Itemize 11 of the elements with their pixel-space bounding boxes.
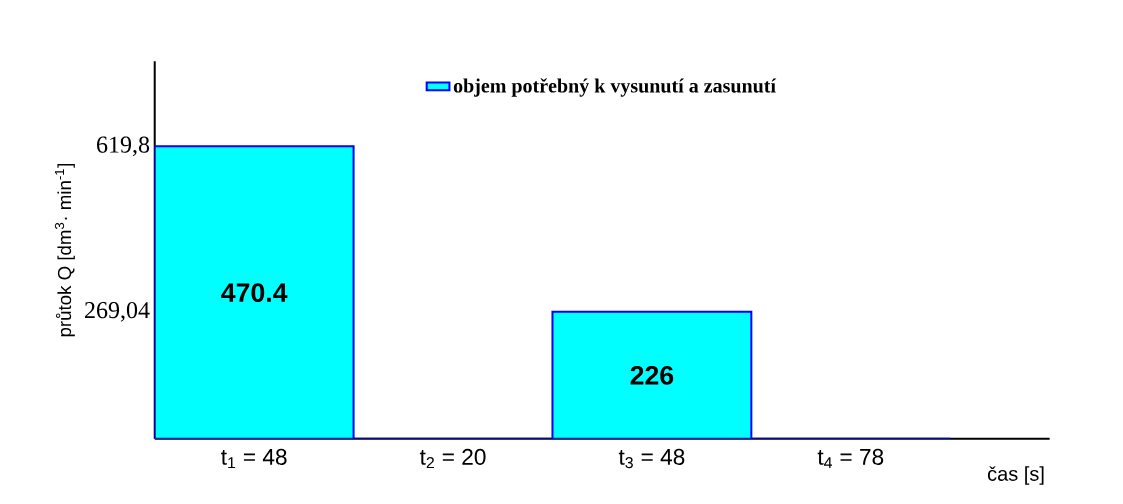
y-axis-title: průtok Q [dm$^{3}$· min$^{-1}$]	[54, 163, 75, 337]
legend-label: objem potřebný k vysunutí a zasunutí	[453, 78, 777, 97]
x-tick-label: t$_{2}$ = 20	[419, 448, 486, 469]
y-tick-label: 269,04	[85, 301, 150, 322]
annotation: 226	[630, 365, 674, 385]
y-tick-label: 619,8	[97, 136, 150, 157]
x-tick-label: t$_{3}$ = 48	[618, 448, 685, 469]
x-tick-label: t$_{1}$ = 48	[221, 448, 287, 469]
annotation: 470.4	[221, 283, 288, 302]
x-tick-label: t$_{4}$ = 78	[817, 448, 884, 469]
x-axis-title: čas [s]	[987, 466, 1044, 485]
